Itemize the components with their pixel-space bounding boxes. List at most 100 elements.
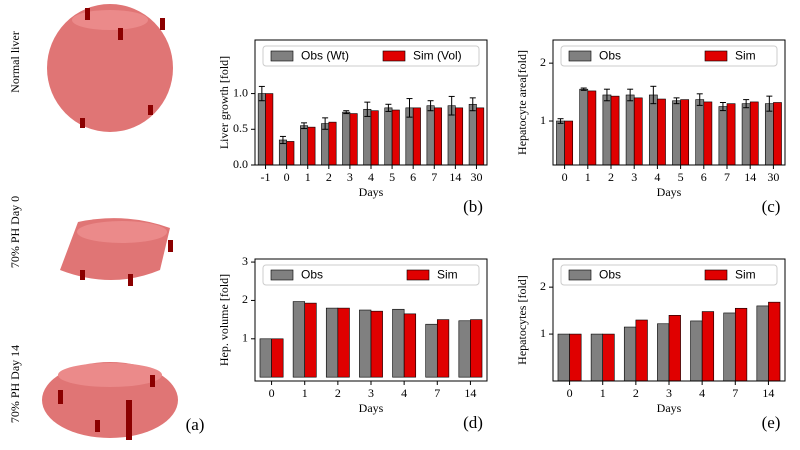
- liver-shape: [47, 4, 173, 132]
- y-axis-label: Hep. volume [fold]: [217, 274, 231, 366]
- bar: [391, 109, 400, 166]
- bar: [359, 309, 372, 378]
- error-bar: [364, 101, 371, 117]
- bar: [625, 94, 635, 166]
- legend-swatch: [704, 269, 728, 281]
- render-label: 70% PH Day 14: [8, 345, 22, 423]
- panel-tag: (e): [762, 413, 781, 432]
- bar: [579, 88, 589, 166]
- legend-swatch: [406, 269, 430, 281]
- bar: [569, 333, 582, 382]
- x-tick-label: 6: [701, 170, 707, 184]
- bar: [271, 338, 284, 378]
- x-tick-label: 1: [585, 170, 591, 184]
- vessel: [118, 28, 123, 40]
- x-tick-label: 1: [302, 386, 308, 400]
- y-tick-label: 3: [242, 254, 248, 268]
- y-tick-label: 1: [540, 326, 546, 340]
- error-bar: [627, 88, 634, 102]
- x-tick-label: 14: [762, 386, 774, 400]
- error-bar: [673, 97, 680, 105]
- bar-chart: 1 2 0 1 2 3 4 7 14 Days Hepatocytes [fold] (e) Obs Si…: [515, 258, 786, 432]
- bar: [633, 97, 643, 166]
- panel-tag: (b): [463, 197, 483, 216]
- x-tick-label: 2: [633, 386, 639, 400]
- y-axis-label: Hepatocyte area[fold]: [515, 50, 529, 155]
- error-bar: [650, 85, 657, 105]
- legend-swatch: [568, 269, 592, 281]
- y-tick-label: 1: [540, 113, 546, 127]
- render-label: Normal liver: [8, 31, 22, 93]
- bar: [773, 102, 782, 166]
- x-tick-label: 1: [600, 386, 606, 400]
- legend-label: Sim: [735, 49, 756, 63]
- day0-render: [60, 218, 173, 286]
- bar-chart: 1 2 0 1 2 3 4 5 6 7 14 30 Days Hepatocyte area[fold] (…: [515, 39, 786, 216]
- legend-swatch: [382, 50, 406, 62]
- error-bar: [322, 117, 329, 130]
- bar: [587, 90, 597, 166]
- y-tick-label: 2: [242, 292, 248, 306]
- bar-chart: 0.0 0.5 1.0 -1 0 1 2 3 4 5 6 7 14 30 Days Liver growth …: [217, 39, 488, 216]
- plot-frame: [552, 39, 786, 166]
- bar: [695, 99, 705, 166]
- bar: [370, 110, 379, 166]
- bar: [292, 301, 306, 378]
- bar: [337, 307, 350, 378]
- x-tick-label: 5: [678, 170, 684, 184]
- bar: [610, 95, 620, 166]
- bar: [342, 111, 351, 166]
- x-tick-label: 7: [431, 170, 437, 184]
- legend-label: Obs (Wt): [301, 49, 349, 63]
- bar: [392, 308, 405, 378]
- legend: Obs (Wt) Sim (Vol): [262, 45, 480, 67]
- bar: [741, 103, 751, 166]
- bar: [734, 307, 748, 382]
- liver-highlight: [77, 221, 167, 243]
- vessel: [58, 390, 63, 404]
- bar: [602, 94, 612, 166]
- liver-highlight: [58, 363, 162, 387]
- vessel: [128, 274, 133, 286]
- vessel: [148, 105, 153, 115]
- x-tick-label: 14: [744, 170, 756, 184]
- legend-label: Obs: [599, 49, 621, 63]
- x-tick-label: -1: [261, 170, 271, 184]
- error-bar: [603, 88, 610, 102]
- legend-swatch: [568, 50, 592, 62]
- liver-highlight: [72, 10, 148, 30]
- legend: Obs Sim: [262, 264, 480, 286]
- bar: [304, 302, 317, 378]
- bar: [458, 320, 471, 378]
- bar: [701, 311, 715, 382]
- bar: [265, 93, 274, 166]
- panel-tag: (c): [762, 197, 781, 216]
- bar: [468, 103, 477, 166]
- x-tick-label: 1: [305, 170, 311, 184]
- y-axis-label: Hepatocytes [fold]: [515, 275, 529, 365]
- x-axis-label: Days: [359, 401, 384, 415]
- error-bar: [448, 95, 455, 116]
- normal-liver-render: [47, 4, 173, 132]
- error-bar: [258, 85, 265, 102]
- bar: [703, 101, 713, 166]
- x-tick-label: 5: [389, 170, 395, 184]
- bar: [657, 98, 666, 166]
- x-tick-label: 4: [401, 386, 407, 400]
- bar: [556, 120, 565, 166]
- bar: [470, 319, 483, 378]
- x-tick-label: 0: [269, 386, 275, 400]
- bar: [672, 100, 681, 166]
- legend-label: Sim (Vol): [413, 49, 462, 63]
- x-tick-label: 3: [347, 170, 353, 184]
- error-bar: [385, 103, 392, 112]
- bar: [764, 103, 774, 166]
- bar: [623, 326, 637, 382]
- plot-frame: [254, 258, 488, 382]
- legend: Obs Sim: [560, 264, 778, 286]
- x-tick-label: 2: [608, 170, 614, 184]
- bar: [635, 319, 648, 382]
- error-bar: [580, 87, 587, 91]
- y-tick-label: 1.0: [233, 85, 248, 99]
